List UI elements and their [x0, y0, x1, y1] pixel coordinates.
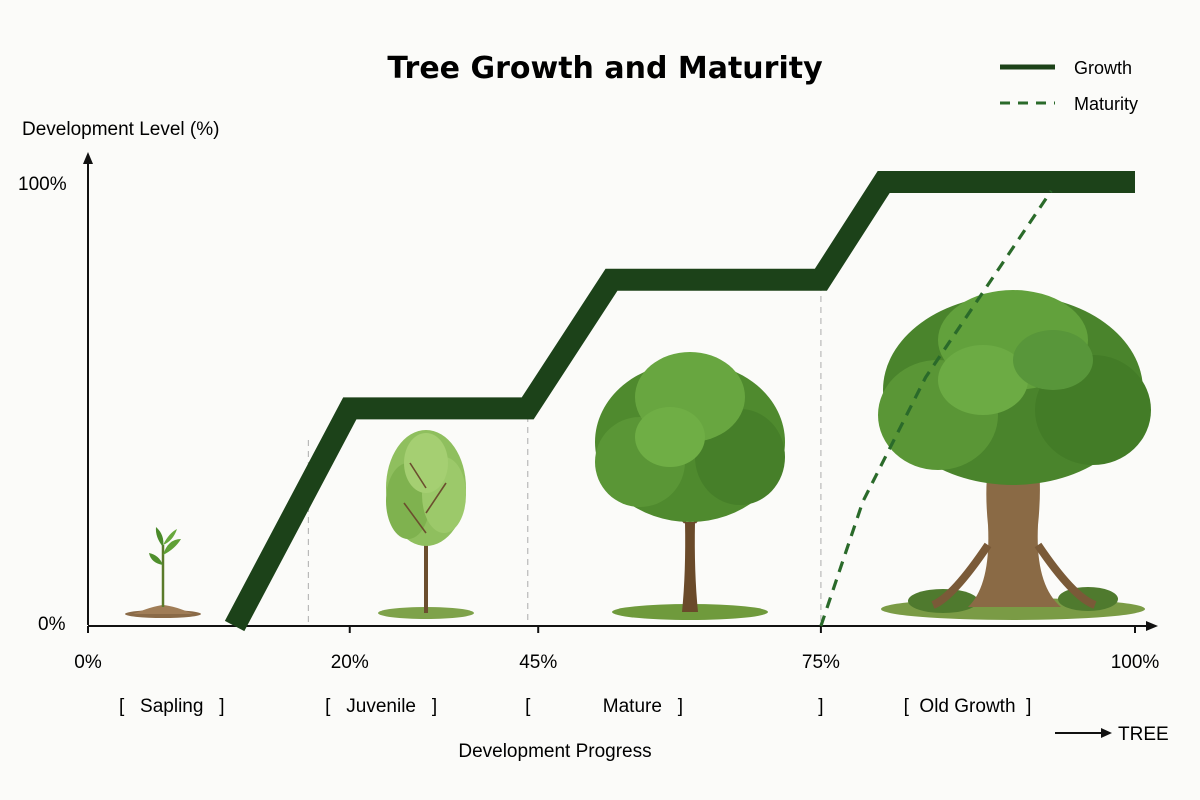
- legend-label-growth: Growth: [1074, 58, 1132, 78]
- tree-arrow-label: TREE: [1118, 724, 1169, 745]
- tree-arrow-annotation: TREE: [1055, 724, 1169, 745]
- x-ticks: 0% 20% 45% 75% 100%: [74, 626, 1159, 673]
- x-tick-label-2: 45%: [519, 652, 557, 673]
- stage-labels: [ Sapling ] [ Juvenile ] [ Mature ]] [ Old G…: [119, 696, 1031, 717]
- chart-title: Tree Growth and Maturity: [387, 51, 823, 86]
- juvenile-tree-icon: [378, 430, 474, 619]
- stage-label-5: [ Old Growth ]: [904, 696, 1032, 717]
- stage-label-1: [ Juvenile ]: [325, 696, 437, 717]
- stage-label-3: Mature ]: [603, 696, 683, 717]
- mature-tree-icon: [595, 352, 785, 620]
- y-axis-arrowhead: [83, 152, 93, 164]
- y-tick-label-100: 100%: [18, 174, 67, 195]
- stage-dividers: [307, 285, 822, 624]
- illustrations: [125, 290, 1151, 620]
- tree-arrow-head: [1101, 728, 1112, 738]
- x-axis-label: Development Progress: [458, 741, 651, 762]
- y-axis-label: Development Level (%): [22, 119, 219, 140]
- legend: Growth Maturity: [1000, 58, 1138, 114]
- legend-label-maturity: Maturity: [1074, 94, 1138, 114]
- x-tick-label-4: 100%: [1111, 652, 1160, 673]
- x-tick-label-3: 75%: [802, 652, 840, 673]
- old-growth-tree-icon: [878, 290, 1151, 620]
- series: [224, 171, 1136, 632]
- x-tick-label-0: 0%: [74, 652, 102, 673]
- stage-label-0: [ Sapling ]: [119, 696, 225, 717]
- y-tick-label-0: 0%: [38, 614, 66, 635]
- x-axis-arrowhead: [1146, 621, 1158, 631]
- sapling-icon: [125, 527, 201, 618]
- axes: [83, 152, 1158, 631]
- stage-label-4: ]: [818, 696, 823, 717]
- x-tick-label-1: 20%: [331, 652, 369, 673]
- stage-label-2: [: [525, 696, 531, 717]
